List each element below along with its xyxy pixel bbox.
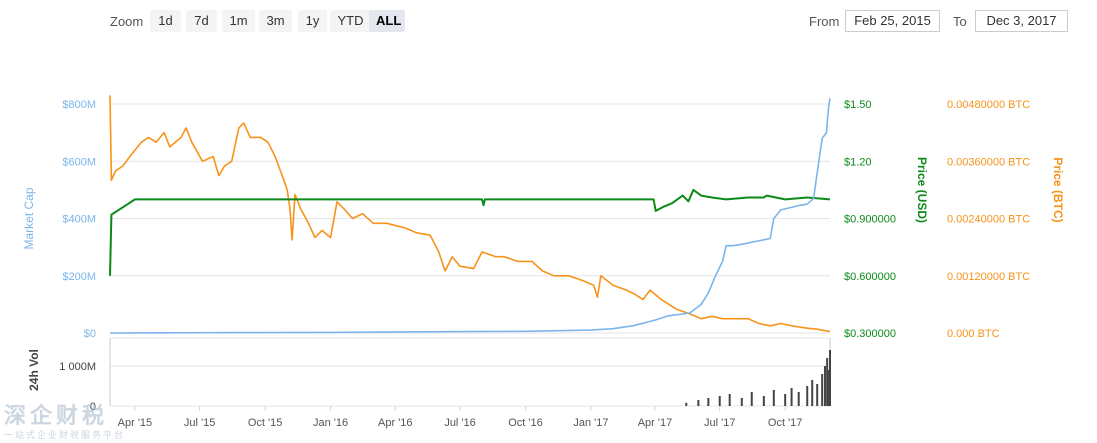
volume-bar-17 [826,358,829,406]
gridlines [109,103,831,407]
x-tick-label-2: Oct '15 [248,417,283,429]
volume-bar-1 [697,400,700,406]
price-usd-tick-label-1: $0.600000 [844,271,896,283]
volume-bar-11 [797,392,800,406]
volume-bar-7 [762,396,765,406]
zoom-button-1d[interactable]: 1d [150,10,181,32]
volume-tick-label-0: 0 [90,401,96,413]
price-usd-tick-label-0: $0.300000 [844,328,896,340]
zoom-label: Zoom [110,14,144,29]
x-tick-label-3: Jan '16 [313,417,348,429]
x-tick-label-1: Jul '15 [184,417,215,429]
zoom-button-3m[interactable]: 3m [259,10,292,32]
watermark-title: 深企财税 [4,403,109,428]
market-cap-tick-label-2: $400M [62,214,96,226]
market-cap-tick-label-3: $600M [62,156,96,168]
market-cap-tick-label-0: $0 [84,328,96,340]
volume-bar-2 [707,398,710,406]
volume-bar-0 [685,402,688,406]
watermark: 深企财税 一站式企业财税服务平台 [4,398,125,441]
volume-bar-13 [811,380,814,406]
to-label: To [953,14,967,29]
price-usd-tick-label-3: $1.20 [844,156,872,168]
market-cap-tick-label-4: $800M [62,99,96,111]
volume-bar-3 [718,396,721,406]
from-date-input[interactable] [845,10,940,32]
price-btc-tick-label-4: 0.00480000 BTC [947,99,1030,111]
series-line-price-usd [109,188,831,276]
price-btc-tick-label-2: 0.00240000 BTC [947,214,1030,226]
volume-bar-16 [824,366,827,406]
volume-bar-4 [728,394,731,406]
volume-axis-title: 24h Vol [27,349,41,391]
volume-bar-5 [740,398,743,406]
price-usd-axis-title: Price (USD) [915,157,929,223]
volume-bar-19 [829,350,831,406]
price-btc-tick-label-1: 0.00120000 BTC [947,271,1030,283]
zoom-button-ytd[interactable]: YTD [330,10,371,32]
zoom-button-all[interactable]: ALL [369,10,405,32]
price-btc-axis-title: Price (BTC) [1051,157,1065,222]
zoom-button-1m[interactable]: 1m [222,10,255,32]
to-date-input[interactable] [975,10,1068,32]
market-cap-tick-label-1: $200M [62,271,96,283]
range-toolbar: Zoom 1d 7d 1m 3m 1y YTD ALL From To [0,8,1097,34]
zoom-button-7d[interactable]: 7d [186,10,217,32]
x-tick-label-6: Oct '16 [508,417,543,429]
zoom-button-1y[interactable]: 1y [298,10,327,32]
x-tick-label-4: Apr '16 [378,417,413,429]
volume-bar-10 [790,388,793,406]
watermark-subtitle: 一站式企业财税服务平台 [4,430,126,440]
x-tick-label-8: Apr '17 [638,417,673,429]
x-tick-label-7: Jan '17 [573,417,608,429]
price-usd-tick-label-4: $1.50 [844,99,872,111]
volume-bar-14 [816,384,819,406]
market-cap-axis-title: Market Cap [22,187,36,249]
x-tick-label-10: Oct '17 [768,417,803,429]
series-line-price-btc [109,95,831,333]
volume-bar-8 [772,390,775,406]
volume-bar-18 [827,370,830,406]
x-tick-label-5: Jul '16 [444,417,475,429]
price-usd-tick-label-2: $0.900000 [844,214,896,226]
series-line-market-cap [109,98,831,334]
x-tick-label-0: Apr '15 [118,417,153,429]
volume-bar-9 [784,394,787,406]
axis-layer: Apr '15 Jul '15 Oct '15 Jan '16 Apr '16 Jul '… [22,99,1065,429]
volume-bar-6 [750,392,753,406]
series-layer [109,95,831,406]
price-btc-tick-label-0: 0.000 BTC [947,328,1000,340]
volume-bar-15 [821,374,824,406]
from-label: From [809,14,840,29]
volume-tick-label-1: 1 000M [59,361,96,373]
price-btc-tick-label-3: 0.00360000 BTC [947,156,1030,168]
x-tick-label-9: Jul '17 [704,417,735,429]
volume-bar-12 [806,386,809,406]
